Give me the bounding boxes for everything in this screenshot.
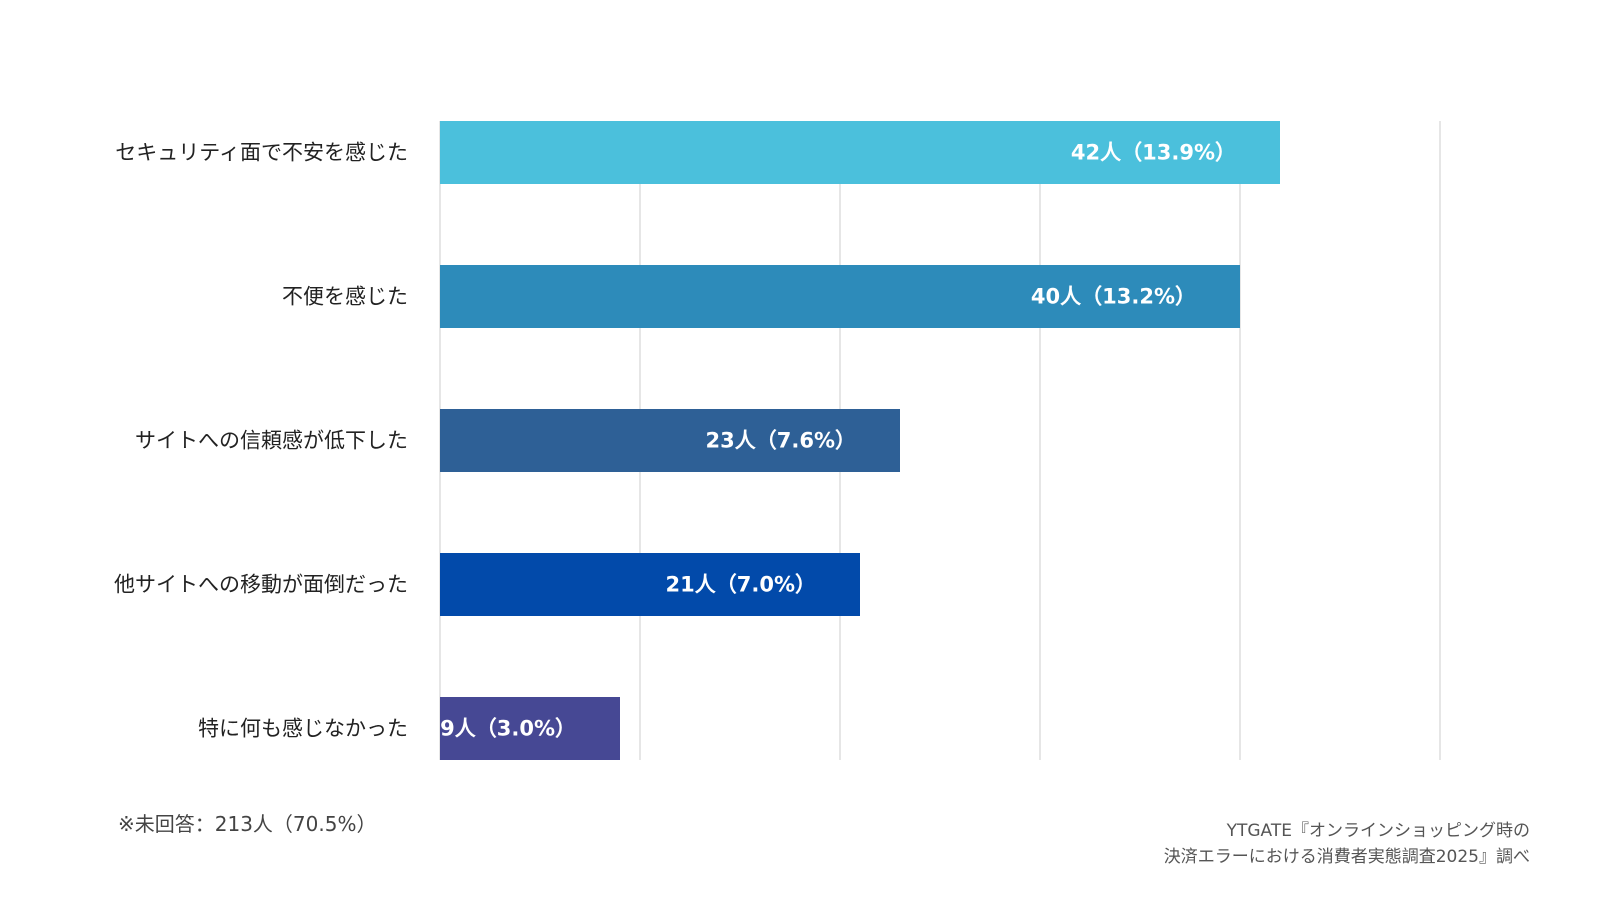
data-label: 42人（13.9%） [1071, 141, 1236, 165]
bar [440, 121, 1280, 184]
unanswered-note: ※未回答：213人（70.5%） [118, 812, 377, 836]
bar [440, 553, 860, 616]
bar [440, 697, 620, 760]
source-line-1: YTGATE『オンラインショッピング時の [1226, 821, 1530, 841]
data-label: 9人（3.0%） [440, 717, 576, 741]
bar [440, 409, 900, 472]
category-label: サイトへの信頼感が低下した [135, 429, 408, 453]
bar [440, 265, 1240, 328]
data-label: 21人（7.0%） [666, 573, 816, 597]
category-label: 不便を感じた [282, 285, 408, 309]
category-label: 他サイトへの移動が面倒だった [114, 573, 408, 597]
data-label: 40人（13.2%） [1031, 285, 1196, 309]
data-label: 23人（7.6%） [706, 429, 856, 453]
source-line-2: 決済エラーにおける消費者実態調査2025』調べ [1163, 847, 1530, 867]
category-label: 特に何も感じなかった [198, 717, 408, 741]
source-credit: YTGATE『オンラインショッピング時の 決済エラーにおける消費者実態調査202… [1164, 818, 1530, 870]
category-label: セキュリティ面で不安を感じた [115, 141, 408, 165]
